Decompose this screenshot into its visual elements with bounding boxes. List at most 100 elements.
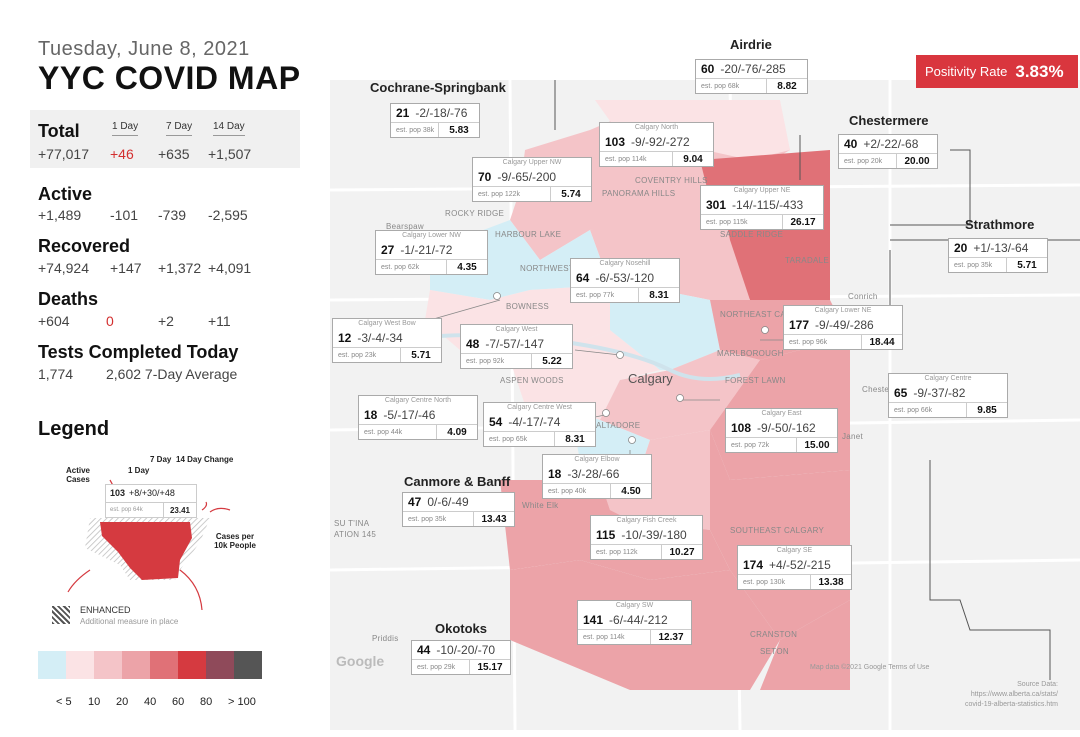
region-rate: 9.85: [977, 405, 997, 416]
region-card-east: Calgary East 108 -9/-50/-162 est. pop 72k 15…: [725, 408, 838, 453]
region-pop: est. pop 29k: [412, 660, 470, 674]
region-change: -6/-53/-120: [595, 271, 655, 285]
legend-active: Active Cases: [65, 466, 90, 484]
scale-swatch-2: [94, 651, 122, 679]
source-title: Source Data:: [1017, 681, 1058, 688]
region-rate: 18.44: [869, 337, 895, 348]
region-card-upperne: Calgary Upper NE 301 -14/-115/-433 est. pop…: [700, 185, 824, 230]
label-conrich: Conrich: [848, 292, 878, 301]
region-active: 18: [364, 408, 378, 422]
region-active: 60: [701, 62, 715, 76]
region-pop: est. pop 115k: [701, 215, 783, 229]
region-change: +2/-22/-68: [863, 137, 919, 151]
legend-cases: Cases per 10k People: [214, 532, 256, 550]
label-whitelk: White Elk: [522, 501, 559, 510]
legend-sample-chg: +8/+30/+48: [129, 488, 175, 498]
place-strathmore: Strathmore: [965, 217, 1035, 232]
region-pop: est. pop 96k: [784, 335, 862, 349]
legend-title: Legend: [38, 418, 110, 440]
positivity-value: 3.83%: [1015, 61, 1064, 81]
legend-sample-card: 103 +8/+30/+48 est. pop 64k 23.41: [105, 484, 197, 518]
tests-row: 1,774 2,602 7-Day Average: [38, 366, 298, 384]
region-pop: est. pop 114k: [600, 152, 673, 166]
scale-swatch-3: [122, 651, 150, 679]
scale-swatch-7: [234, 651, 262, 679]
page-title: YYC COVID MAP: [38, 60, 301, 96]
source-url1: https://www.alberta.ca/stats/: [970, 691, 1058, 698]
label-bowness: BOWNESS: [506, 302, 549, 311]
legend-diagram: [67, 479, 231, 611]
region-card-se: Calgary SE 174 +4/-52/-215 est. pop 130k 13.…: [737, 545, 852, 590]
region-active: 40: [844, 137, 858, 151]
scale-label: 20: [116, 696, 129, 708]
region-pop: est. pop 122k: [473, 187, 551, 201]
region-change: -1/-21/-72: [400, 243, 453, 257]
place-airdrie: Airdrie: [730, 37, 772, 52]
region-name: Calgary East: [761, 410, 802, 417]
label-aspen: ASPEN WOODS: [500, 376, 564, 385]
legend-sample-num: 103: [110, 488, 126, 498]
deaths-row: +604 0 +2 +11: [38, 313, 298, 331]
scale-label: 60: [172, 696, 185, 708]
label-cranston: CRANSTON: [750, 630, 798, 639]
region-name: Calgary Centre West: [507, 404, 572, 411]
scale-label: 10: [88, 696, 101, 708]
region-pop: est. pop 23k: [333, 348, 401, 362]
arrow-enhanced-left: [67, 569, 91, 593]
region-card-elbow: Calgary Elbow 18 -3/-28/-66 est. pop 40k 4.5…: [542, 454, 652, 499]
scale-swatch-4: [150, 651, 178, 679]
region-rate: 4.09: [447, 427, 467, 438]
label-coventry: COVENTRY HILLS: [635, 176, 708, 185]
region-card-strathmore: 20 +1/-13/-64 est. pop 35k 5.71: [948, 238, 1048, 273]
region-pop: est. pop 62k: [376, 260, 447, 274]
region-change: -9/-37/-82: [913, 386, 966, 400]
total-highlight: [30, 110, 300, 168]
deaths-label: Deaths: [38, 289, 99, 309]
region-active: 65: [894, 386, 908, 400]
region-name: Calgary Nosehill: [599, 260, 651, 267]
recovered-value: +74,924: [38, 260, 89, 276]
region-card-nosehill: Calgary Nosehill 64 -6/-53/-120 est. pop 77…: [570, 258, 680, 303]
region-rate: 9.04: [683, 154, 703, 165]
label-harbour: HARBOUR LAKE: [495, 230, 562, 239]
region-name: Calgary West Bow: [358, 320, 416, 327]
region-active: 48: [466, 337, 480, 351]
region-pop: est. pop 112k: [591, 545, 662, 559]
scale-swatch-5: [178, 651, 206, 679]
region-change: 0/-6/-49: [427, 495, 469, 509]
region-active: 54: [489, 415, 503, 429]
arrow-cases: [209, 507, 231, 513]
region-change: -5/-17/-46: [383, 408, 436, 422]
label-marlborough: MARLBOROUGH: [717, 349, 784, 358]
region-pop: est. pop 92k: [461, 354, 532, 368]
region-rate: 8.31: [565, 434, 585, 445]
region-change: -10/-20/-70: [436, 643, 496, 657]
recovered-1day: +147: [110, 260, 142, 276]
map-attribution: Map data ©2021 Google Terms of Use: [810, 664, 930, 671]
tests-avg: 2,602 7-Day Average: [106, 366, 238, 382]
region-active: 27: [381, 243, 395, 257]
region-rate: 13.38: [818, 577, 844, 588]
region-pop: est. pop 114k: [578, 630, 651, 644]
region-card-west: Calgary West 48 -7/-57/-147 est. pop 92k 5.2…: [460, 324, 573, 369]
region-active: 115: [596, 528, 616, 542]
region-name: Calgary SW: [615, 602, 654, 609]
region-rate: 20.00: [904, 156, 930, 167]
region-name: Calgary North: [634, 124, 679, 131]
region-rate: 5.71: [411, 350, 431, 361]
scale-swatch-6: [206, 651, 234, 679]
deaths-14day: +11: [208, 313, 231, 329]
region-card-westbow: Calgary West Bow 12 -3/-4/-34 est. pop 23k 5…: [332, 318, 442, 363]
region-rate: 10.27: [669, 547, 695, 558]
col-header-14day: 14 Day: [213, 121, 245, 136]
region-change: -3/-28/-66: [567, 467, 620, 481]
col-header-7day: 7 Day: [166, 121, 193, 136]
label-rocky: ROCKY RIDGE: [445, 209, 505, 218]
region-change: -14/-115/-433: [732, 198, 804, 212]
region-rate: 13.43: [481, 514, 507, 525]
region-active: 44: [417, 643, 431, 657]
active-label: Active: [38, 184, 93, 204]
region-name: Calgary Lower NW: [402, 232, 461, 239]
label-panorama: PANORAMA HILLS: [602, 189, 676, 198]
region-card-cochrane: 21 -2/-18/-76 est. pop 38k 5.83: [390, 103, 480, 138]
